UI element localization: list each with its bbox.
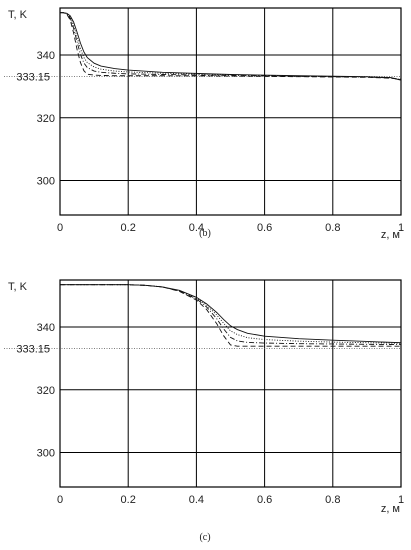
reference-label: 333.15 [16, 344, 50, 356]
reference-label: 333.15 [16, 72, 50, 84]
x-tick-label: 0 [57, 494, 63, 506]
series-line-dashdot [60, 12, 402, 80]
series-line-dotted [60, 284, 402, 344]
x-tick-label: 0.8 [325, 494, 340, 506]
y-tick-label: 340 [37, 322, 55, 334]
y-tick-label: 320 [37, 385, 55, 397]
x-tick-label: 0.8 [325, 222, 340, 234]
series-curves [60, 284, 402, 347]
y-tick-label: 320 [37, 113, 55, 125]
x-tick-label: 1 [398, 494, 404, 506]
plot-frame [59, 7, 402, 216]
tick-labels: 0 0.2 0.4 0.6 0.8 1 300 320 340 [37, 50, 404, 234]
x-axis-label: z, м [381, 229, 400, 241]
y-tick-label: 300 [37, 448, 55, 460]
y-tick-label: 300 [37, 176, 55, 188]
x-axis-label: z, м [381, 503, 400, 515]
x-tick-label: 0.4 [189, 222, 204, 234]
plot-frame [59, 279, 402, 488]
chart-panel-b: 0 0.2 0.4 0.6 0.8 1 300 320 340 T, K z, м 333.15… [4, 7, 404, 241]
series-line-solid [60, 12, 402, 81]
series-line-dashdot [60, 284, 402, 346]
series-curves [60, 12, 402, 81]
series-line-solid [60, 284, 402, 344]
series-line-dashed [60, 284, 401, 347]
tick-labels: 0 0.2 0.4 0.6 0.8 1 300 320 340 [37, 322, 404, 506]
y-tick-label: 340 [37, 50, 55, 62]
panel-caption: (b) [199, 228, 211, 239]
y-axis-label: T, K [8, 9, 28, 21]
x-tick-label: 0.4 [189, 494, 204, 506]
x-tick-label: 1 [398, 222, 404, 234]
y-axis-label: T, K [8, 281, 28, 293]
grid-lines [60, 280, 401, 487]
x-tick-label: 0.6 [257, 222, 272, 234]
x-tick-label: 0.2 [121, 222, 136, 234]
panel-caption: (c) [199, 532, 210, 543]
series-line-dashed [60, 12, 402, 80]
series-line-dotted [60, 12, 402, 81]
x-tick-label: 0.6 [257, 494, 272, 506]
x-tick-label: 0.2 [121, 494, 136, 506]
x-tick-label: 0 [57, 222, 63, 234]
chart-panel-c: 0 0.2 0.4 0.6 0.8 1 300 320 340 T, K z, м 333.15… [4, 279, 404, 543]
grid-lines [60, 8, 401, 215]
